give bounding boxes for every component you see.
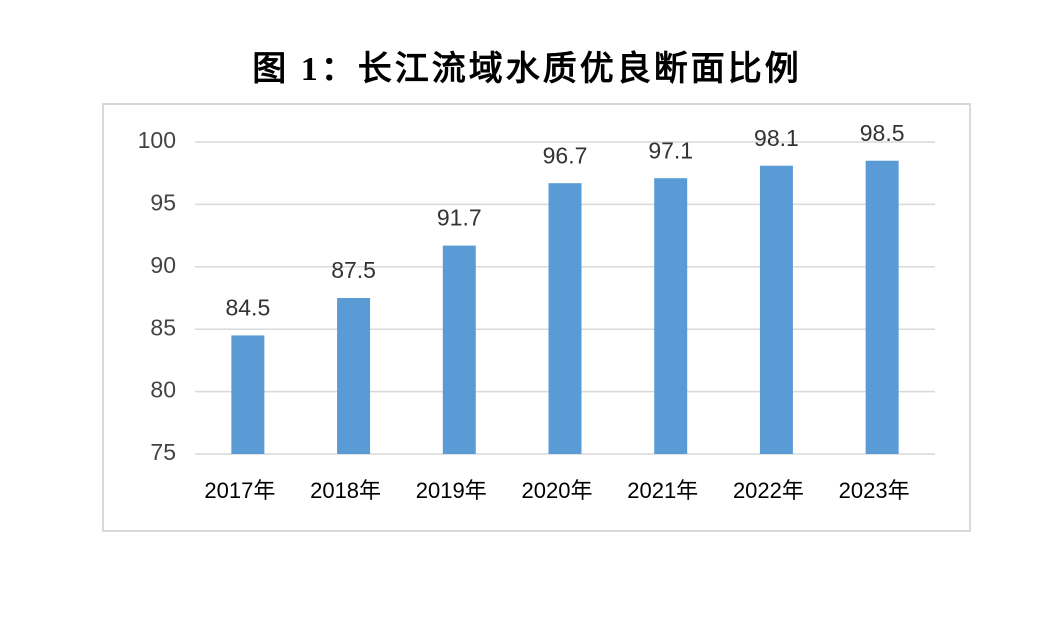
data-label: 98.1	[754, 125, 799, 151]
y-tick-label: 75	[150, 439, 176, 465]
data-label: 87.5	[331, 257, 376, 283]
bar	[337, 298, 371, 454]
x-tick-label: 2018年	[310, 478, 381, 503]
y-tick-label: 95	[150, 189, 176, 215]
y-tick-label: 90	[150, 252, 176, 278]
y-tick-label: 100	[138, 127, 176, 153]
x-tick-label: 2021年	[627, 478, 698, 503]
data-label: 91.7	[437, 205, 482, 231]
data-label: 96.7	[543, 142, 588, 168]
bar	[654, 178, 688, 454]
x-tick-label: 2019年	[416, 478, 487, 503]
data-label: 84.5	[225, 295, 270, 321]
bar	[231, 335, 265, 454]
chart-title: 图 1：长江流域水质优良断面比例	[252, 49, 802, 88]
chart-frame	[102, 103, 971, 532]
x-tick-label: 2022年	[733, 478, 804, 503]
bar	[442, 245, 476, 454]
data-label: 98.5	[860, 120, 905, 146]
x-tick-label: 2017年	[204, 478, 275, 503]
bar	[865, 160, 899, 454]
bar	[759, 165, 793, 454]
x-tick-label: 2020年	[522, 478, 593, 503]
x-tick-label: 2023年	[839, 478, 910, 503]
y-tick-label: 80	[150, 377, 176, 403]
bar	[548, 183, 582, 454]
data-label: 97.1	[648, 137, 693, 163]
y-tick-label: 85	[150, 314, 176, 340]
